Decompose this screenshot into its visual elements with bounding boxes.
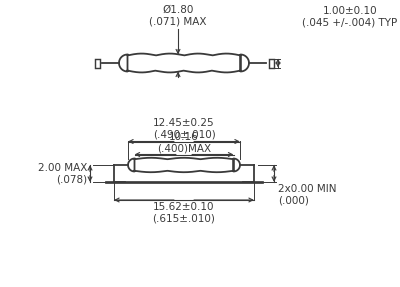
Text: Ø1.80
(.071) MAX: Ø1.80 (.071) MAX — [149, 5, 207, 26]
Text: 2x0.00 MIN
(.000): 2x0.00 MIN (.000) — [278, 184, 336, 205]
Text: 12.45±0.25
(.490±.010): 12.45±0.25 (.490±.010) — [153, 118, 215, 140]
Polygon shape — [128, 158, 240, 172]
Polygon shape — [119, 54, 249, 72]
Text: 15.62±0.10
(.615±.010): 15.62±0.10 (.615±.010) — [152, 201, 216, 223]
Text: 2.00 MAX
(.078): 2.00 MAX (.078) — [38, 163, 87, 184]
Text: 1.00±0.10
(.045 +/-.004) TYP: 1.00±0.10 (.045 +/-.004) TYP — [302, 6, 398, 28]
Text: 10.16
(.400)MAX: 10.16 (.400)MAX — [157, 132, 211, 153]
Bar — [268, 59, 274, 67]
Bar — [94, 59, 100, 67]
